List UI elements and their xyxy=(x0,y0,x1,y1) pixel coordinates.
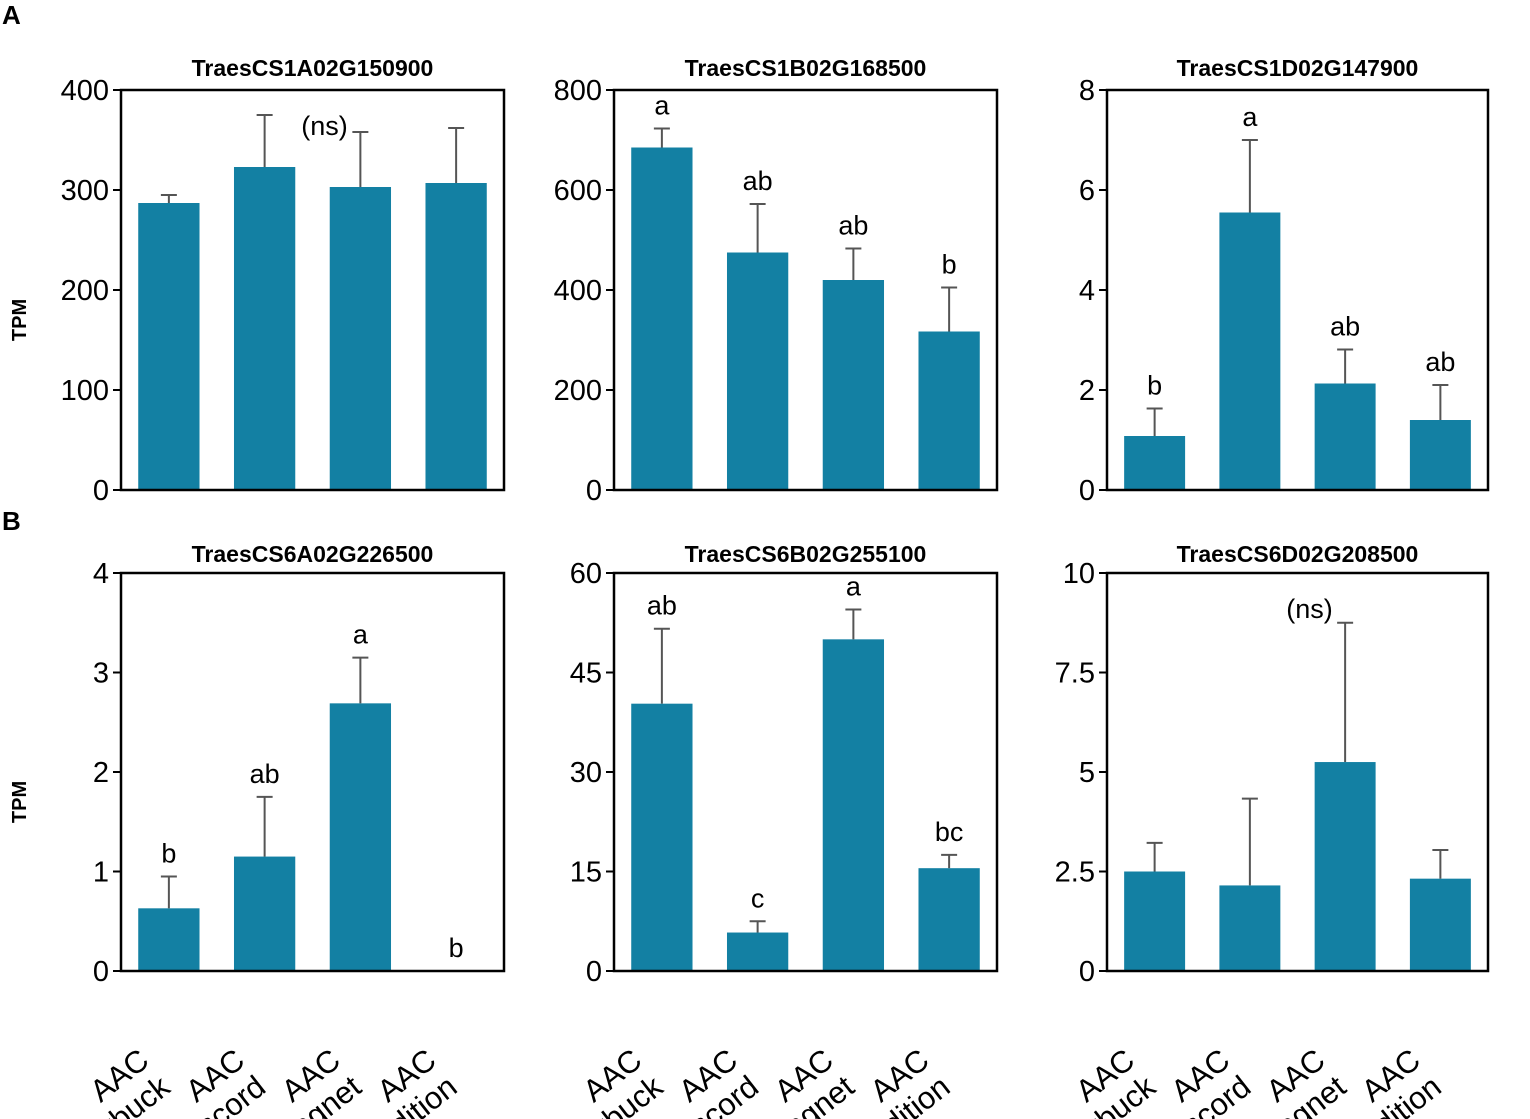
significance-letter: ab xyxy=(1330,312,1360,342)
y-tick-label: 1 xyxy=(93,857,109,889)
bar xyxy=(1124,871,1186,971)
bar xyxy=(631,703,693,971)
y-tick-label: 2 xyxy=(93,757,109,789)
y-tick-label: 200 xyxy=(61,275,109,307)
significance-letter: a xyxy=(846,571,862,601)
x-category-label: AACStarbuck xyxy=(37,1042,176,1119)
y-tick-label: 400 xyxy=(61,75,109,107)
chart-title: TraesCS1A02G150900 xyxy=(192,55,434,81)
y-tick-label: 3 xyxy=(93,658,109,690)
y-tick-label: 100 xyxy=(61,375,109,407)
bar xyxy=(1219,885,1281,971)
y-tick-label: 6 xyxy=(1079,175,1095,207)
charts-group: TraesCS1A02G150900TPM(ns)0100200300400Tr… xyxy=(9,55,1490,1119)
y-tick-label: 200 xyxy=(554,375,602,407)
bar xyxy=(1219,212,1281,490)
bar xyxy=(1409,878,1471,971)
bar xyxy=(1314,383,1376,490)
chart-traescs1b02g168500: TraesCS1B02G168500 a ab ab b 0 200 400 600 800 xyxy=(554,55,999,507)
bar xyxy=(1314,762,1376,971)
y-tick-label: 0 xyxy=(1079,956,1095,988)
chart-title: TraesCS6A02G226500 xyxy=(192,541,434,567)
y-tick-label: 600 xyxy=(554,175,602,207)
y-tick-label: 4 xyxy=(1079,275,1095,307)
y-tick-label: 10 xyxy=(1063,558,1095,590)
bar xyxy=(918,331,980,490)
significance-letter: c xyxy=(751,883,765,913)
y-tick-label: 15 xyxy=(570,857,602,889)
significance-letter: ab xyxy=(743,166,773,196)
chart-title: TraesCS6B02G255100 xyxy=(685,541,927,567)
significance-letter: a xyxy=(654,91,670,121)
bar xyxy=(631,147,693,490)
significance-letter: b xyxy=(1147,371,1162,401)
panel-label-b: B xyxy=(2,506,21,536)
y-tick-label: 0 xyxy=(93,956,109,988)
bar xyxy=(726,252,789,490)
bar xyxy=(138,908,200,971)
y-tick-label: 0 xyxy=(586,956,602,988)
bar xyxy=(329,187,392,490)
bar xyxy=(329,703,392,971)
y-tick-label: 7.5 xyxy=(1055,658,1095,690)
significance-letter: a xyxy=(1242,102,1258,132)
y-tick-label: 5 xyxy=(1079,757,1095,789)
significance-letter: ab xyxy=(250,759,280,789)
chart-traescs1a02g150900: TraesCS1A02G150900 TPM (ns) 0 100 200 300 400 xyxy=(9,55,506,507)
bar xyxy=(425,183,487,490)
significance-letter: ab xyxy=(1425,347,1455,377)
y-tick-label: 800 xyxy=(554,75,602,107)
bar xyxy=(822,280,885,490)
y-tick-label: 60 xyxy=(570,558,602,590)
bar xyxy=(1409,420,1471,490)
y-tick-label: 4 xyxy=(93,558,109,590)
significance-letter: ab xyxy=(838,211,868,241)
bar xyxy=(1124,436,1186,490)
panel-label-a: A xyxy=(2,0,21,30)
significance-letter: bc xyxy=(935,817,964,847)
y-tick-label: 8 xyxy=(1079,75,1095,107)
chart-traescs6a02g226500: TraesCS6A02G226500TPMbabab01234AACStarbu… xyxy=(9,541,506,1119)
x-category-label: AACMagnet xyxy=(737,1042,861,1119)
bar xyxy=(138,203,200,490)
y-tick-label: 300 xyxy=(61,175,109,207)
y-tick-label: 2.5 xyxy=(1055,857,1095,889)
bar xyxy=(822,639,885,971)
y-tick-label: 45 xyxy=(570,658,602,690)
bar xyxy=(918,868,980,971)
significance-letter: b xyxy=(449,933,464,963)
chart-title: TraesCS6D02G208500 xyxy=(1177,541,1419,567)
significance-letter: a xyxy=(353,620,369,650)
chart-traescs6d02g208500: TraesCS6D02G208500 (ns) 0 2.5 5 7.5 10 AACStarb… xyxy=(1023,541,1490,1119)
y-tick-label: 0 xyxy=(586,475,602,507)
chart-traescs1d02g147900: TraesCS1D02G147900 b a ab ab 0 2 4 6 8 xyxy=(1079,55,1490,507)
bar xyxy=(233,856,296,971)
significance-note: (ns) xyxy=(301,111,348,141)
significance-note: (ns) xyxy=(1286,594,1333,624)
bar xyxy=(726,932,789,971)
y-tick-label: 30 xyxy=(570,757,602,789)
chart-title: TraesCS1B02G168500 xyxy=(685,55,927,81)
y-tick-label: 0 xyxy=(93,475,109,507)
chart-traescs6b02g255100: TraesCS6B02G255100abcabc015304560AACStar… xyxy=(530,541,999,1119)
chart-title: TraesCS1D02G147900 xyxy=(1177,55,1419,81)
x-category-label: AACMagnet xyxy=(1228,1042,1352,1119)
x-category-label: AACStarbuck xyxy=(530,1042,669,1119)
x-category-label: AACStarbuck xyxy=(1023,1042,1162,1119)
significance-letter: b xyxy=(161,838,176,868)
significance-letter: b xyxy=(942,250,957,280)
y-tick-label: 0 xyxy=(1079,475,1095,507)
significance-letter: ab xyxy=(647,591,677,621)
y-axis-label: TPM xyxy=(9,299,31,341)
y-tick-label: 2 xyxy=(1079,375,1095,407)
y-tick-label: 400 xyxy=(554,275,602,307)
bar xyxy=(233,167,296,490)
y-axis-label: TPM xyxy=(9,781,31,823)
x-category-label: AACMagnet xyxy=(244,1042,368,1119)
